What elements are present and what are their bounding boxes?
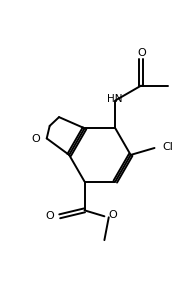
Text: HN: HN: [107, 94, 122, 104]
Text: O: O: [108, 210, 117, 220]
Text: O: O: [31, 134, 40, 145]
Text: O: O: [45, 211, 54, 221]
Text: Cl: Cl: [163, 142, 174, 152]
Text: O: O: [138, 48, 147, 58]
